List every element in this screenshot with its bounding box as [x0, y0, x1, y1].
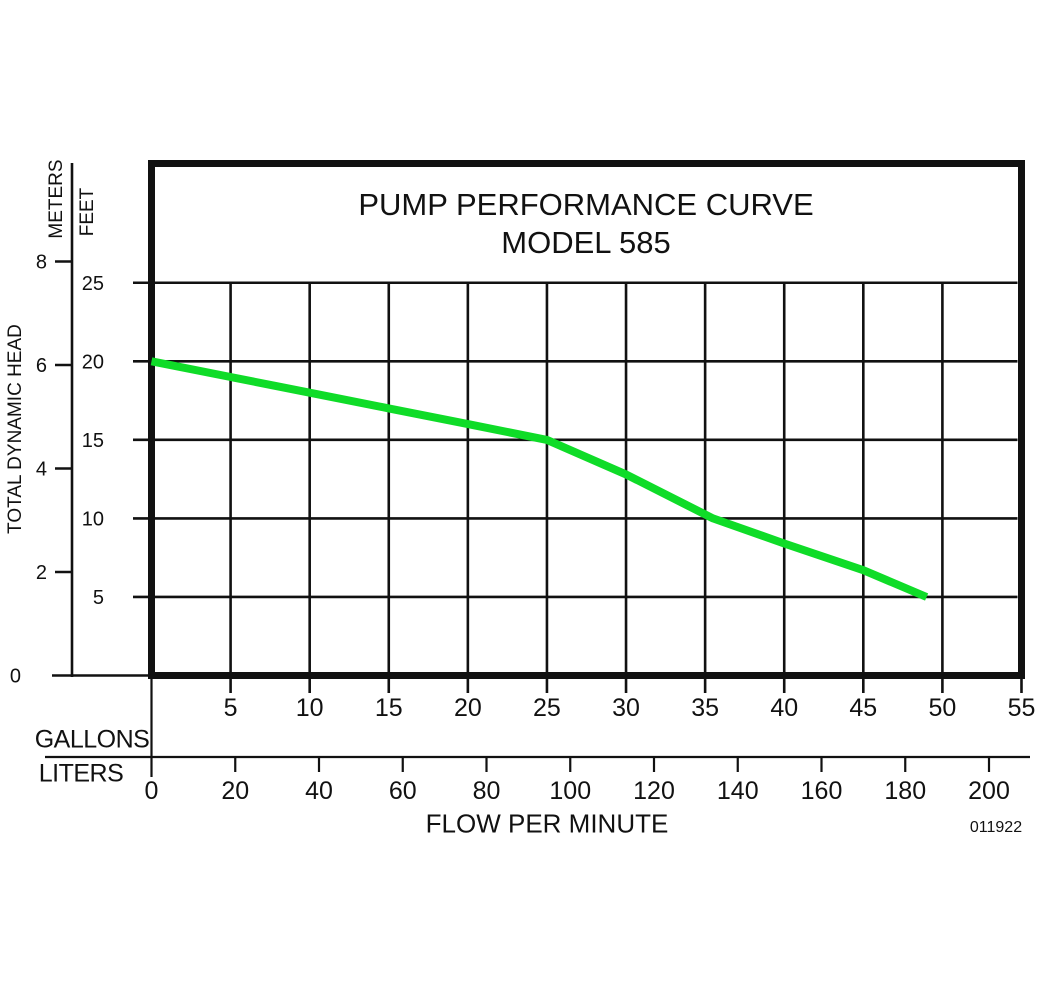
- chart-title: PUMP PERFORMANCE CURVE: [358, 187, 814, 222]
- plot-border: [148, 160, 1025, 679]
- gallons-tick-label: 25: [533, 694, 561, 722]
- feet-tick-label: 20: [82, 351, 104, 373]
- liters-tick-label: 120: [633, 777, 675, 805]
- gallons-axis-label: GALLONS: [34, 725, 150, 754]
- liters-tick-label: 140: [717, 777, 759, 805]
- liters-tick-label: 40: [305, 777, 333, 805]
- feet-tick-label: 15: [82, 430, 104, 452]
- x-axis-title: FLOW PER MINUTE: [425, 808, 669, 839]
- meters-tick-label: 2: [36, 562, 47, 584]
- gallons-tick-label: 40: [770, 694, 798, 722]
- liters-tick-label: 180: [884, 777, 926, 805]
- gallons-tick-label: 5: [224, 694, 238, 722]
- gallons-tick-label: 50: [928, 694, 956, 722]
- liters-tick-label: 100: [549, 777, 591, 805]
- meters-tick-label: 0: [10, 666, 21, 688]
- liters-tick-label: 0: [145, 777, 159, 805]
- liters-tick-label: 160: [801, 777, 843, 805]
- feet-tick-label: 10: [82, 508, 104, 530]
- liters-tick-label: 20: [221, 777, 249, 805]
- gallons-tick-label: 55: [1008, 694, 1036, 722]
- meters-tick-label: 8: [36, 252, 47, 274]
- performance-curve: [150, 357, 929, 601]
- gallons-tick-label: 10: [296, 694, 324, 722]
- feet-tick-label: 5: [93, 587, 104, 609]
- meters-tick-label: 4: [36, 459, 47, 481]
- gallons-tick-label: 15: [375, 694, 403, 722]
- meters-tick-label: 6: [36, 355, 47, 377]
- chart-subtitle: MODEL 585: [501, 225, 671, 260]
- liters-tick-label: 80: [473, 777, 501, 805]
- feet-tick-label: 25: [82, 273, 104, 295]
- gallons-tick-label: 30: [612, 694, 640, 722]
- gallons-tick-label: 35: [691, 694, 719, 722]
- liters-axis-label: LITERS: [38, 759, 124, 788]
- doc-number: 011922: [969, 819, 1023, 836]
- gallons-tick-label: 45: [849, 694, 877, 722]
- liters-tick-label: 60: [389, 777, 417, 805]
- gallons-tick-label: 20: [454, 694, 482, 722]
- liters-tick-label: 200: [968, 777, 1010, 805]
